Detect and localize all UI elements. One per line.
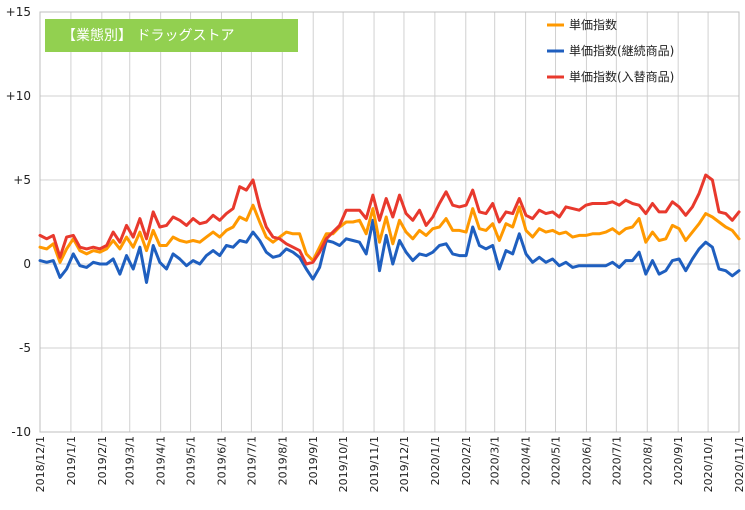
- x-tick-label: 2019/10/1: [337, 436, 350, 492]
- x-tick-label: 2019/9/1: [307, 436, 320, 485]
- x-tick-label: 2020/9/1: [672, 436, 685, 485]
- x-tick-label: 2019/12/1: [398, 436, 411, 492]
- series-lines: [38, 173, 741, 284]
- series-line-2: [38, 173, 741, 266]
- y-tick-label: -10: [11, 425, 31, 439]
- x-tick-label: 2020/7/1: [610, 436, 623, 485]
- x-tick-label: 2019/8/1: [276, 436, 289, 485]
- x-tick-label: 2020/4/1: [520, 436, 533, 485]
- legend-label: 単価指数(入替商品): [569, 69, 674, 84]
- x-tick-label: 2019/5/1: [185, 436, 198, 485]
- x-tick-label: 2020/3/1: [489, 436, 502, 485]
- y-tick-label: -5: [19, 341, 31, 355]
- x-tick-label: 2020/8/1: [641, 436, 654, 485]
- y-tick-label: +15: [6, 5, 31, 19]
- x-tick-label: 2019/11/1: [368, 436, 381, 492]
- x-tick-label: 2019/4/1: [155, 436, 168, 485]
- x-tick-label: 2020/10/1: [702, 436, 715, 492]
- y-tick-label: +10: [6, 89, 31, 103]
- y-tick-label: 0: [23, 257, 31, 271]
- plot-frame: [39, 11, 740, 433]
- x-tick-label: 2020/11/1: [733, 436, 745, 492]
- x-tick-label: 2020/2/1: [460, 436, 473, 485]
- chart-title: 【業態別】 ドラッグストア: [62, 28, 234, 44]
- series-line-0: [38, 203, 741, 264]
- x-tick-label: 2020/5/1: [550, 436, 563, 485]
- x-tick-label: 2019/7/1: [245, 436, 258, 485]
- axes: -10 -5 0 +5 +10 +15 2018/12/1 2019/1/1 2019/2/1 2…: [6, 5, 745, 492]
- x-tick-label: 2019/6/1: [215, 436, 228, 485]
- legend-label: 単価指数(継続商品): [569, 43, 674, 58]
- x-tick-label: 2018/12/1: [34, 436, 47, 492]
- series-line-1: [38, 218, 741, 284]
- x-tick-label: 2020/1/1: [429, 436, 442, 485]
- chart-title-box: 【業態別】 ドラッグストア: [45, 19, 298, 52]
- x-tick-label: 2019/1/1: [65, 436, 78, 485]
- x-tick-label: 2019/3/1: [124, 436, 137, 485]
- x-tick-label: 2020/6/1: [580, 436, 593, 485]
- y-tick-label: +5: [13, 173, 31, 187]
- legend-label: 単価指数: [569, 17, 617, 32]
- chart-title-background: [45, 19, 298, 52]
- x-tick-label: 2019/2/1: [96, 436, 109, 485]
